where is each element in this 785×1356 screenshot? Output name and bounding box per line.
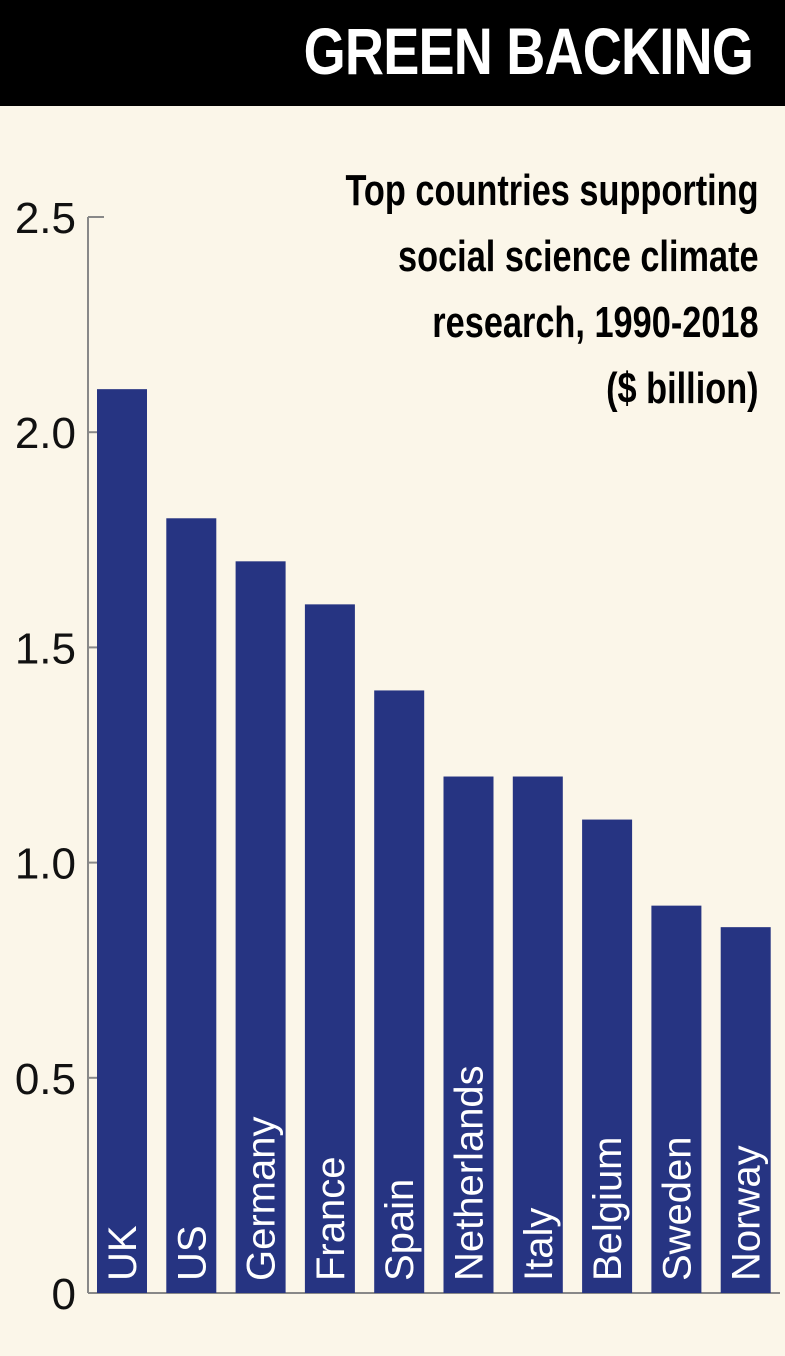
subtitle-line-3: research, 1990-2018 <box>432 298 759 347</box>
bar-belgium <box>582 819 633 1293</box>
y-tick-label: 1.0 <box>15 840 76 889</box>
bar-france <box>304 604 355 1293</box>
y-tick-label: 0 <box>52 1270 76 1319</box>
bar-spain <box>374 690 425 1293</box>
y-tick-label: 2.0 <box>15 409 76 458</box>
bar-italy <box>512 776 563 1293</box>
bar-label: UK <box>101 1225 145 1281</box>
bar-label: Norway <box>725 1145 769 1281</box>
y-tick-label: 2.5 <box>15 194 76 243</box>
bar-netherlands <box>443 776 494 1293</box>
y-tick-label: 1.5 <box>15 624 76 673</box>
bar-label: Italy <box>517 1208 561 1281</box>
bar-us <box>166 518 217 1293</box>
chart-subtitle: Top countries supporting social science … <box>346 158 759 422</box>
bar-norway <box>720 927 771 1293</box>
bar-label: Germany <box>240 1117 284 1282</box>
bar-label: US <box>170 1225 214 1281</box>
y-tick-label: 0.5 <box>15 1055 76 1104</box>
subtitle-line-4: ($ billion) <box>606 364 759 413</box>
subtitle-line-1: Top countries supporting <box>345 166 759 215</box>
page-title: GREEN BACKING <box>303 14 754 88</box>
bar-label: Netherlands <box>448 1065 492 1281</box>
header-bar: GREEN BACKING <box>0 0 785 106</box>
subtitle-line-2: social science climate <box>398 232 759 281</box>
bar-germany <box>235 561 286 1293</box>
bar-label: Sweden <box>655 1136 699 1281</box>
bar-uk <box>97 389 147 1293</box>
bar-sweden <box>651 905 702 1293</box>
bar-label: Spain <box>378 1179 422 1281</box>
bar-label: France <box>309 1157 353 1282</box>
bar-label: Belgium <box>586 1136 630 1281</box>
